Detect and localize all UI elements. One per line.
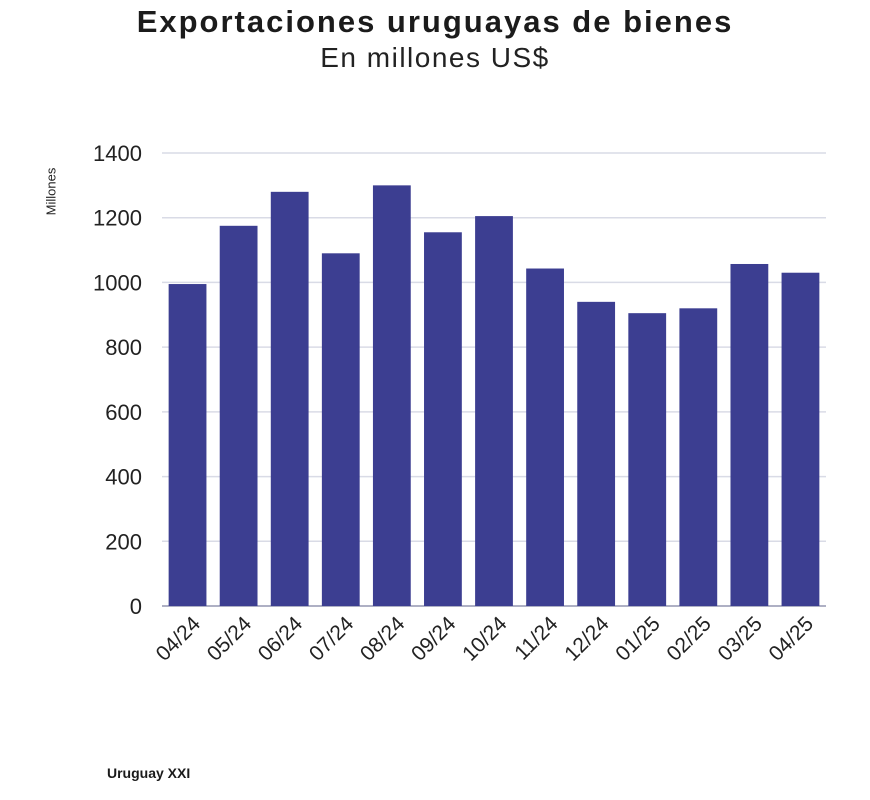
- bar: [321, 253, 360, 607]
- y-tick-label: 400: [105, 465, 142, 490]
- y-tick-labels: 0 200 400 600 800 1000 1200 1400: [93, 141, 142, 619]
- bar: [730, 263, 769, 606]
- x-tick-label: 03/25: [713, 612, 766, 665]
- x-tick-label: 08/24: [356, 612, 410, 666]
- y-tick-label: 200: [105, 529, 142, 554]
- bar: [679, 308, 718, 606]
- y-tick-label: 1000: [93, 270, 142, 295]
- bar: [628, 313, 667, 606]
- x-tick-label: 05/24: [203, 612, 257, 666]
- bar: [372, 185, 411, 606]
- bar: [219, 225, 258, 606]
- x-tick-label: 04/25: [765, 612, 818, 665]
- bar: [475, 216, 513, 606]
- y-tick-label: 1400: [93, 141, 142, 166]
- bar: [270, 191, 309, 607]
- x-tick-label: 06/24: [254, 612, 308, 666]
- x-tick-label: 11/24: [510, 612, 563, 665]
- bar: [424, 232, 462, 606]
- chart-subtitle: En millones US$: [320, 42, 550, 73]
- chart-title: Exportaciones uruguayas de bienes: [136, 4, 734, 39]
- x-tick-labels: 04/2405/2406/2407/2408/2409/2410/2411/24…: [152, 612, 818, 666]
- x-tick-label: 04/24: [152, 612, 206, 666]
- bar: [577, 301, 616, 606]
- y-tick-label: 800: [105, 335, 142, 360]
- bar: [168, 284, 207, 606]
- x-tick-label: 12/24: [560, 612, 614, 666]
- x-tick-label: 10/24: [458, 612, 512, 666]
- bar: [526, 268, 564, 606]
- y-tick-label: 600: [105, 400, 142, 425]
- x-tick-label: 07/24: [305, 612, 359, 666]
- y-tick-label: 1200: [93, 206, 142, 231]
- x-tick-label: 02/25: [662, 612, 715, 665]
- y-tick-label: 0: [130, 594, 142, 619]
- source-label: Uruguay XXI: [107, 765, 191, 781]
- bar: [781, 272, 820, 606]
- bars: [168, 185, 820, 607]
- x-tick-label: 09/24: [407, 612, 461, 666]
- x-tick-label: 01/25: [611, 612, 664, 665]
